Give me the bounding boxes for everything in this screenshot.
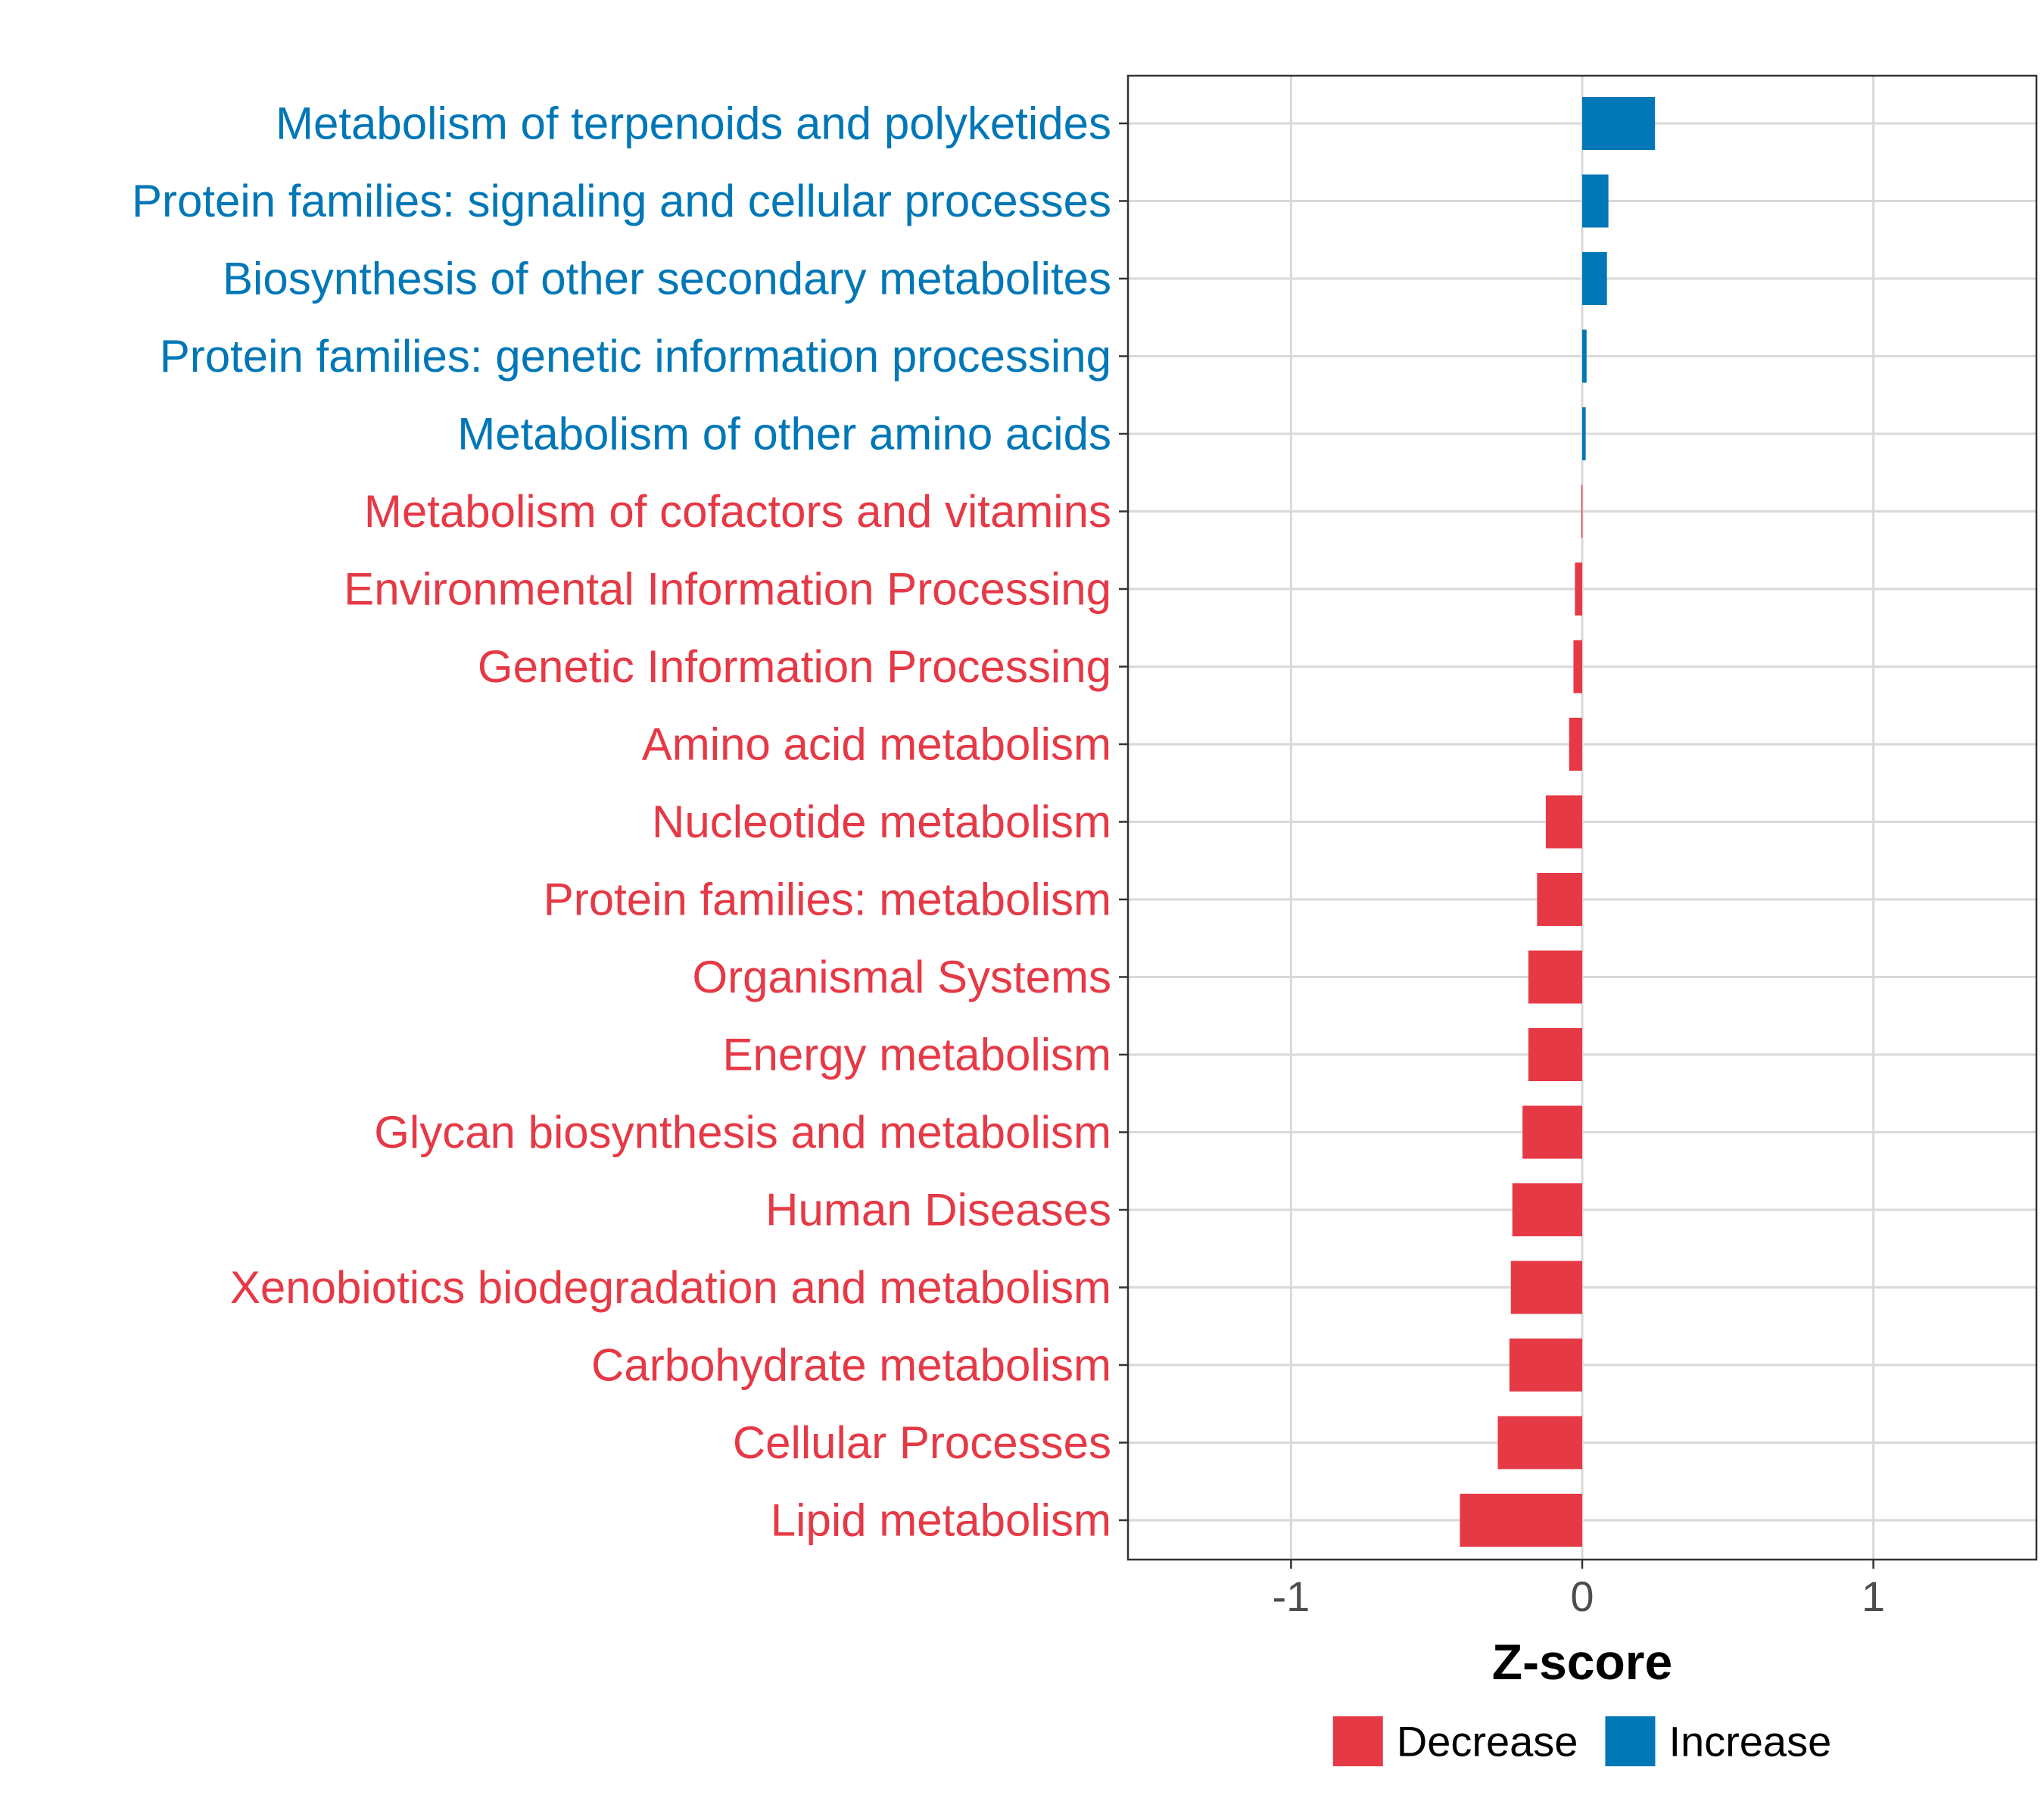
x-ticks: -1 0 1 (1272, 1560, 1885, 1620)
bar-10 (1545, 795, 1582, 849)
category-label: Human Diseases (765, 1185, 1111, 1236)
category-label: Organismal Systems (693, 952, 1111, 1002)
bar-1 (1582, 97, 1656, 150)
legend-label: Decrease (1397, 1718, 1578, 1766)
category-label: Lipid metabolism (771, 1495, 1111, 1546)
category-label: Metabolism of terpenoids and polyketides (276, 98, 1111, 149)
category-label: Energy metabolism (722, 1030, 1111, 1080)
bar-19 (1460, 1494, 1582, 1547)
category-label: Metabolism of other amino acids (457, 409, 1111, 460)
bar-9 (1569, 718, 1582, 771)
x-tick-label: 0 (1570, 1572, 1594, 1620)
category-label: Cellular Processes (733, 1417, 1111, 1468)
bar-13 (1528, 1028, 1582, 1081)
y-ticks (1119, 122, 1128, 1522)
bar-12 (1528, 950, 1582, 1004)
bar-3 (1582, 252, 1607, 305)
legend-label: Increase (1669, 1718, 1831, 1766)
bar-15 (1512, 1183, 1582, 1236)
bar-6 (1581, 485, 1583, 538)
category-label: Protein families: metabolism (544, 874, 1111, 925)
bar-4 (1582, 329, 1587, 383)
category-label: Biosynthesis of other secondary metaboli… (223, 254, 1111, 304)
category-label: Protein families: signaling and cellular… (132, 176, 1111, 226)
x-axis-title: Z-score (1492, 1634, 1672, 1690)
category-label: Carbohydrate metabolism (591, 1340, 1111, 1391)
category-label: Glycan biosynthesis and metabolism (374, 1107, 1111, 1158)
legend-key (1605, 1716, 1656, 1766)
category-label: Nucleotide metabolism (652, 796, 1111, 847)
category-label: Protein families: genetic information pr… (160, 331, 1111, 382)
legend-item-decrease: Decrease (1332, 1716, 1578, 1766)
legend: Decrease Increase (1332, 1716, 1831, 1766)
bar-11 (1537, 873, 1582, 926)
category-label: Metabolism of cofactors and vitamins (364, 486, 1111, 537)
x-tick-label: 1 (1862, 1572, 1885, 1620)
bar-2 (1582, 174, 1609, 228)
category-label: Xenobiotics biodegradation and metabolis… (230, 1262, 1111, 1313)
category-label: Amino acid metabolism (642, 719, 1111, 770)
bars-layer (1460, 97, 1656, 1547)
x-tick-label: -1 (1272, 1572, 1310, 1620)
bar-5 (1582, 407, 1586, 460)
bar-16 (1510, 1261, 1582, 1314)
bar-18 (1497, 1416, 1582, 1469)
bar-14 (1522, 1105, 1582, 1159)
category-label: Genetic Information Processing (478, 641, 1111, 692)
category-label: Environmental Information Processing (344, 564, 1111, 615)
category-labels: Metabolism of terpenoids and polyketides… (132, 98, 1111, 1546)
bar-7 (1575, 563, 1582, 616)
legend-key (1332, 1716, 1383, 1766)
legend-item-increase: Increase (1605, 1716, 1831, 1766)
bar-8 (1573, 640, 1582, 693)
bar-17 (1509, 1339, 1582, 1392)
